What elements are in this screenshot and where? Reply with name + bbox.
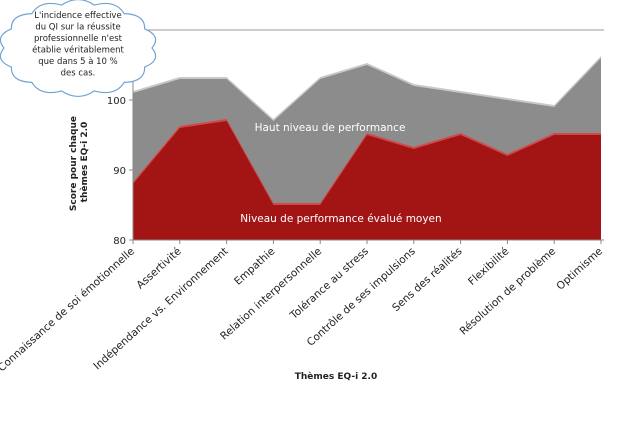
y-tick-100: 100	[107, 96, 126, 107]
callout-cloud	[0, 0, 157, 98]
callout-line-3: établie véritablement	[32, 45, 124, 56]
x-tick-8: Flexibilité	[466, 245, 511, 288]
callout: L'incidence effective du QI sur la réussi…	[0, 0, 157, 98]
x-tick-5: Tolérance au stress	[287, 245, 371, 322]
x-tick-1: Assertivité	[134, 245, 183, 291]
y-axis-title: Score pour chaque thèmes EQ-i 2.0	[69, 113, 90, 211]
x-axis-title: Thèmes EQ-i 2.0	[295, 371, 378, 382]
x-tick-3: Empathie	[232, 245, 277, 287]
series-label-high: Haut niveau de performance	[255, 122, 406, 134]
x-tick-10: Optimisme	[554, 245, 605, 292]
callout-line-1: du QI sur la réussite	[35, 22, 120, 33]
series-mean-area	[133, 121, 601, 240]
series-label-mean: Niveau de performance évalué moyen	[240, 213, 441, 225]
callout-text: L'incidence effective du QI sur la réussi…	[32, 11, 124, 79]
x-tick-9: Résolution de problème	[458, 245, 559, 337]
callout-line-5: des cas.	[61, 69, 96, 79]
y-tick-80: 80	[113, 236, 126, 247]
callout-line-4: que dans 5 à 10 %	[38, 57, 117, 67]
y-tick-90: 90	[113, 166, 126, 177]
callout-line-2: professionnelle n'est	[34, 34, 123, 44]
callout-line-0: L'incidence effective	[34, 11, 121, 21]
